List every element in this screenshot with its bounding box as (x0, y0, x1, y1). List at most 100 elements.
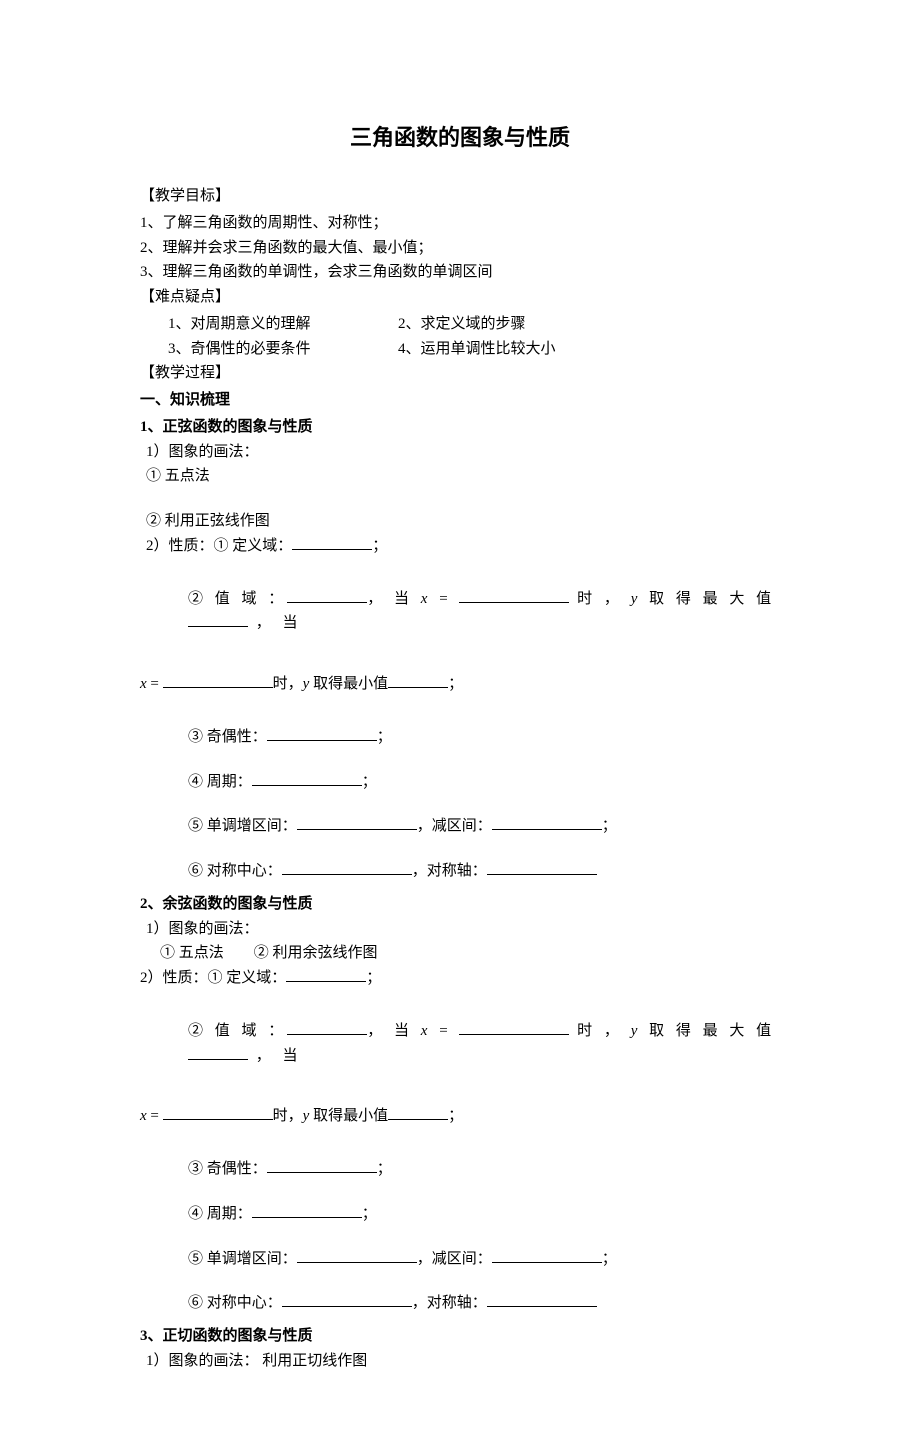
cosine-period-b: ； (362, 1206, 377, 1222)
difficulty-1: 1、对周期意义的理解 (168, 312, 398, 337)
eq-sign: = (147, 1108, 163, 1124)
blank (287, 588, 367, 603)
objective-1: 1、了解三角函数的周期性、对称性； (140, 211, 780, 236)
cosine-range2-b: 时， (273, 1108, 303, 1124)
cosine-range2-c: 取得最小值 (309, 1108, 388, 1124)
blank (188, 612, 248, 627)
var-x: x (421, 1023, 432, 1039)
sine-range-d: 取 得 最 大 值 (641, 591, 775, 607)
sine-prop-range: ② 值 域 ： ， 当 x = 时 ， y 取 得 最 大 值 ， 当 (140, 587, 780, 637)
blank (459, 1020, 569, 1035)
difficulty-row-1: 1、对周期意义的理解 2、求定义域的步骤 (140, 312, 780, 337)
cosine-range-b: ， 当 (367, 1023, 421, 1039)
sine-drawing-a: ① 五点法 (140, 464, 780, 489)
var-x: x (421, 591, 432, 607)
sine-period-b: ； (362, 774, 377, 790)
tangent-drawing: 1）图象的画法： 利用正切线作图 (140, 1349, 780, 1374)
sine-heading: 1、正弦函数的图象与性质 (140, 415, 780, 440)
sine-range-e: ， 当 (248, 615, 302, 631)
sine-period-a: ④ 周期： (188, 774, 252, 790)
sine-prop-symmetry: ⑥ 对称中心： ，对称轴： (140, 859, 780, 884)
blank (388, 673, 448, 688)
sine-mono-b: ，减区间： (417, 818, 492, 834)
eq-sign: = (431, 1023, 459, 1039)
cosine-domain-suffix: ； (366, 970, 381, 986)
header-process: 【教学过程】 (140, 361, 780, 386)
sine-mono-a: ⑤ 单调增区间： (188, 818, 297, 834)
eq-sign: = (431, 591, 459, 607)
cosine-heading: 2、余弦函数的图象与性质 (140, 892, 780, 917)
sine-sym-a: ⑥ 对称中心： (188, 863, 282, 879)
cosine-mono-a: ⑤ 单调增区间： (188, 1251, 297, 1267)
blank (297, 1248, 417, 1263)
blank (163, 673, 273, 688)
blank (267, 1158, 377, 1173)
cosine-domain-label: 2）性质：① 定义域： (140, 970, 286, 986)
cosine-period-a: ④ 周期： (188, 1206, 252, 1222)
cosine-prop-range-2: x = 时，y 取得最小值； (140, 1104, 780, 1129)
blank (388, 1105, 448, 1120)
sine-prop-range-2: x = 时，y 取得最小值； (140, 672, 780, 697)
cosine-prop-period: ④ 周期： ； (140, 1202, 780, 1227)
sine-drawing: 1）图象的画法： (140, 440, 780, 465)
var-x: x (140, 1108, 147, 1124)
blank (286, 967, 366, 982)
cosine-prop-monotone: ⑤ 单调增区间：，减区间：； (140, 1247, 780, 1272)
sine-range-b: ， 当 (367, 591, 421, 607)
objective-3: 3、理解三角函数的单调性，会求三角函数的单调区间 (140, 260, 780, 285)
sine-prop-period: ④ 周期： ； (140, 770, 780, 795)
tangent-heading: 3、正切函数的图象与性质 (140, 1324, 780, 1349)
cosine-range-c: 时 ， (569, 1023, 630, 1039)
eq-sign: = (147, 676, 163, 692)
cosine-mono-c: ； (602, 1251, 617, 1267)
cosine-prop-domain: 2）性质：① 定义域： ； (140, 966, 780, 991)
cosine-range-d: 取 得 最 大 值 (641, 1023, 775, 1039)
blank (267, 726, 377, 741)
sine-prop-parity: ③ 奇偶性： ； (140, 725, 780, 750)
sine-range-a: ② 值 域 ： (188, 591, 287, 607)
blank (287, 1020, 367, 1035)
sine-mono-c: ； (602, 818, 617, 834)
sine-sym-b: ，对称轴： (412, 863, 487, 879)
cosine-prop-range: ② 值 域 ： ， 当 x = 时 ， y 取 得 最 大 值 ， 当 (140, 1019, 780, 1069)
sine-domain-suffix: ； (372, 538, 387, 554)
blank (282, 860, 412, 875)
objective-2: 2、理解并会求三角函数的最大值、最小值； (140, 236, 780, 261)
var-y: y (631, 591, 642, 607)
difficulty-4: 4、运用单调性比较大小 (398, 337, 556, 362)
sine-domain-label: 2）性质：① 定义域： (146, 538, 292, 554)
cosine-sym-b: ，对称轴： (412, 1295, 487, 1311)
blank (252, 1203, 362, 1218)
cosine-range-e: ， 当 (248, 1048, 302, 1064)
blank (459, 588, 569, 603)
cosine-drawing: 1）图象的画法： (140, 917, 780, 942)
difficulty-row-2: 3、奇偶性的必要条件 4、运用单调性比较大小 (140, 337, 780, 362)
sine-range-c: 时 ， (569, 591, 630, 607)
cosine-range2-d: ； (448, 1108, 463, 1124)
blank (282, 1292, 412, 1307)
blank (492, 815, 602, 830)
cosine-sym-a: ⑥ 对称中心： (188, 1295, 282, 1311)
cosine-prop-symmetry: ⑥ 对称中心： ，对称轴： (140, 1291, 780, 1316)
header-knowledge: 一、知识梳理 (140, 388, 780, 413)
page-title: 三角函数的图象与性质 (140, 120, 780, 152)
header-difficulties: 【难点疑点】 (140, 285, 780, 310)
cosine-drawing-ab: ① 五点法 ② 利用余弦线作图 (140, 941, 780, 966)
var-y: y (631, 1023, 642, 1039)
sine-range2-b: 时， (273, 676, 303, 692)
blank (252, 771, 362, 786)
sine-parity-b: ； (377, 729, 392, 745)
difficulty-2: 2、求定义域的步骤 (398, 312, 526, 337)
cosine-range-a: ② 值 域 ： (188, 1023, 287, 1039)
sine-range2-c: 取得最小值 (309, 676, 388, 692)
sine-drawing-b: ② 利用正弦线作图 (140, 509, 780, 534)
sine-prop-monotone: ⑤ 单调增区间： ，减区间： ； (140, 814, 780, 839)
cosine-parity-a: ③ 奇偶性： (188, 1161, 267, 1177)
sine-range2-d: ； (448, 676, 463, 692)
sine-parity-a: ③ 奇偶性： (188, 729, 267, 745)
blank (292, 535, 372, 550)
cosine-prop-parity: ③ 奇偶性：； (140, 1157, 780, 1182)
blank (297, 815, 417, 830)
blank (163, 1105, 273, 1120)
var-x: x (140, 676, 147, 692)
